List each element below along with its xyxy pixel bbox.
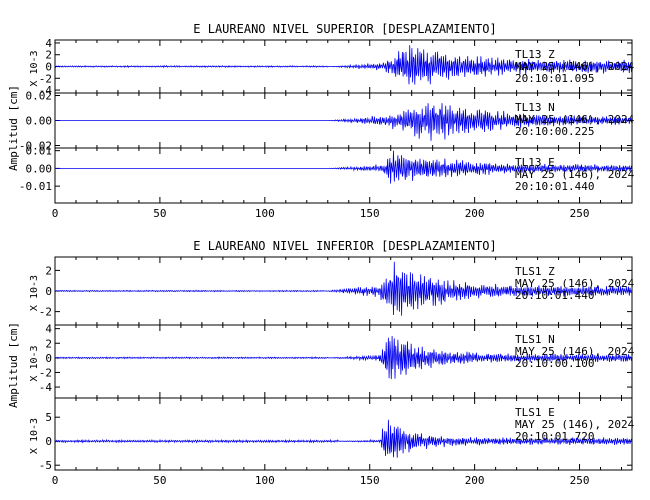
y-tick-label: -2: [39, 366, 52, 379]
date-label: MAY 25 (146), 2024: [515, 168, 635, 181]
station-label: TLS1 Z: [515, 265, 555, 278]
scale-multiplier: X 10-3: [29, 275, 40, 311]
time-label: 20:10:01.440: [515, 289, 594, 302]
panel-frame: [54, 397, 633, 471]
y-axis-label: Amplitud [cm]: [7, 85, 20, 171]
x-tick-label: 200: [465, 474, 485, 487]
y-tick-label: 0.00: [26, 115, 53, 128]
y-tick-label: 0: [45, 61, 52, 74]
waveform-trace: [55, 150, 632, 184]
waveform-trace: [55, 103, 632, 141]
y-tick-label: 0.02: [26, 90, 53, 103]
x-tick-label: 150: [360, 474, 380, 487]
x-tick-label: 0: [52, 207, 59, 220]
time-label: 20:10:01.095: [515, 72, 594, 85]
y-tick-label: 0: [45, 352, 52, 365]
x-tick-label: 50: [153, 474, 166, 487]
date-label: MAY 25 (146), 2024: [515, 345, 635, 358]
x-tick-label: 200: [465, 207, 485, 220]
waveform-trace: [54, 45, 632, 85]
y-tick-label: 0: [45, 285, 52, 298]
y-tick-label: 4: [45, 323, 52, 336]
y-tick-label: 5: [45, 411, 52, 424]
chart-title: E LAUREANO NIVEL SUPERIOR [DESPLAZAMIENT…: [193, 22, 496, 36]
date-label: MAY 25 (146), 2024: [515, 418, 635, 431]
panel-frame: [54, 147, 633, 204]
y-tick-label: 4: [45, 37, 52, 50]
y-tick-label: 0: [45, 435, 52, 448]
x-tick-label: 0: [52, 474, 59, 487]
scale-multiplier: X 10-3: [29, 418, 40, 454]
station-label: TLS1 N: [515, 333, 555, 346]
upper-level-chart: E LAUREANO NIVEL SUPERIOR [DESPLAZAMIENT…: [7, 22, 635, 220]
y-tick-label: -5: [39, 459, 52, 472]
waveform-trace: [54, 419, 632, 458]
date-label: MAY 25 (146), 2024: [515, 60, 635, 73]
y-axis-label: Amplitud [cm]: [7, 322, 20, 408]
date-label: MAY 25 (146), 2024: [515, 277, 635, 290]
x-tick-label: 100: [255, 474, 275, 487]
y-tick-label: 2: [45, 264, 52, 277]
y-tick-label: -4: [39, 381, 53, 394]
time-label: 20:10:01.440: [515, 180, 594, 193]
time-label: 20:10:00.100: [515, 357, 594, 370]
y-tick-label: -4: [39, 84, 53, 97]
time-label: 20:10:01.720: [515, 430, 594, 443]
x-tick-label: 250: [570, 474, 590, 487]
x-tick-label: 100: [255, 207, 275, 220]
x-tick-label: 50: [153, 207, 166, 220]
station-label: TL13 E: [515, 156, 555, 169]
lower-level-chart: E LAUREANO NIVEL INFERIOR [DESPLAZAMIENT…: [7, 239, 635, 487]
y-tick-label: 0.01: [26, 145, 53, 158]
date-label: MAY 25 (146), 2024: [515, 113, 635, 126]
waveform-trace: [54, 261, 632, 316]
station-label: TLS1 E: [515, 406, 555, 419]
y-tick-label: 2: [45, 337, 52, 350]
scale-multiplier: X 10-3: [29, 50, 40, 86]
y-tick-label: -0.02: [19, 140, 52, 153]
station-label: TL13 Z: [515, 48, 555, 61]
station-label: TL13 N: [515, 101, 555, 114]
time-label: 20:10:00.225: [515, 125, 594, 138]
y-tick-label: -0.01: [19, 180, 52, 193]
waveform-trace: [54, 335, 632, 380]
x-tick-label: 250: [570, 207, 590, 220]
scale-multiplier: X 10-3: [29, 345, 40, 381]
y-tick-label: -2: [39, 306, 52, 319]
y-tick-label: -2: [39, 72, 52, 85]
y-tick-label: 0.00: [26, 162, 53, 175]
x-tick-label: 150: [360, 207, 380, 220]
chart-title: E LAUREANO NIVEL INFERIOR [DESPLAZAMIENT…: [193, 239, 496, 253]
y-tick-label: 2: [45, 49, 52, 62]
